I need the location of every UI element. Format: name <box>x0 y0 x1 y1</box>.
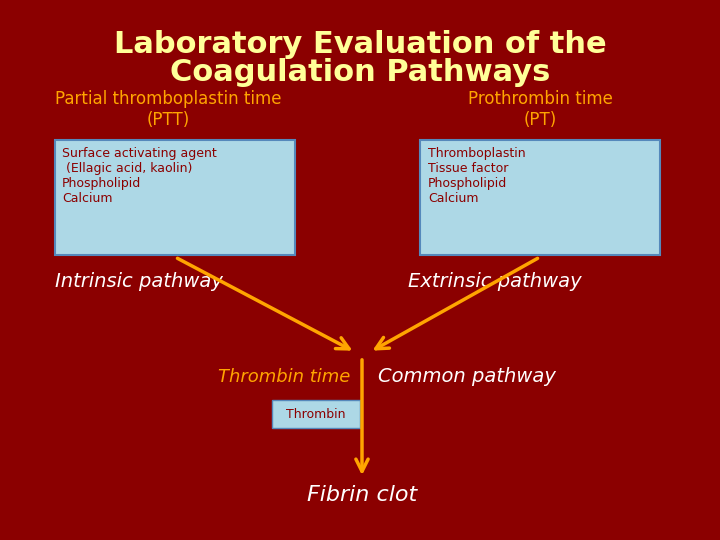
Text: Thrombin time: Thrombin time <box>217 368 350 386</box>
FancyBboxPatch shape <box>420 140 660 255</box>
FancyBboxPatch shape <box>55 140 295 255</box>
Text: Intrinsic pathway: Intrinsic pathway <box>55 272 223 291</box>
FancyBboxPatch shape <box>272 400 360 428</box>
Text: Surface activating agent
 (Ellagic acid, kaolin)
Phospholipid
Calcium: Surface activating agent (Ellagic acid, … <box>62 147 217 205</box>
Text: Coagulation Pathways: Coagulation Pathways <box>170 58 550 87</box>
Text: Common pathway: Common pathway <box>378 368 556 387</box>
Text: Fibrin clot: Fibrin clot <box>307 485 417 505</box>
Text: Laboratory Evaluation of the: Laboratory Evaluation of the <box>114 30 606 59</box>
Text: Thromboplastin
Tissue factor
Phospholipid
Calcium: Thromboplastin Tissue factor Phospholipi… <box>428 147 526 205</box>
Text: Extrinsic pathway: Extrinsic pathway <box>408 272 582 291</box>
Text: Prothrombin time
(PT): Prothrombin time (PT) <box>467 90 613 129</box>
Text: Partial thromboplastin time
(PTT): Partial thromboplastin time (PTT) <box>55 90 282 129</box>
Text: Thrombin: Thrombin <box>287 408 346 421</box>
